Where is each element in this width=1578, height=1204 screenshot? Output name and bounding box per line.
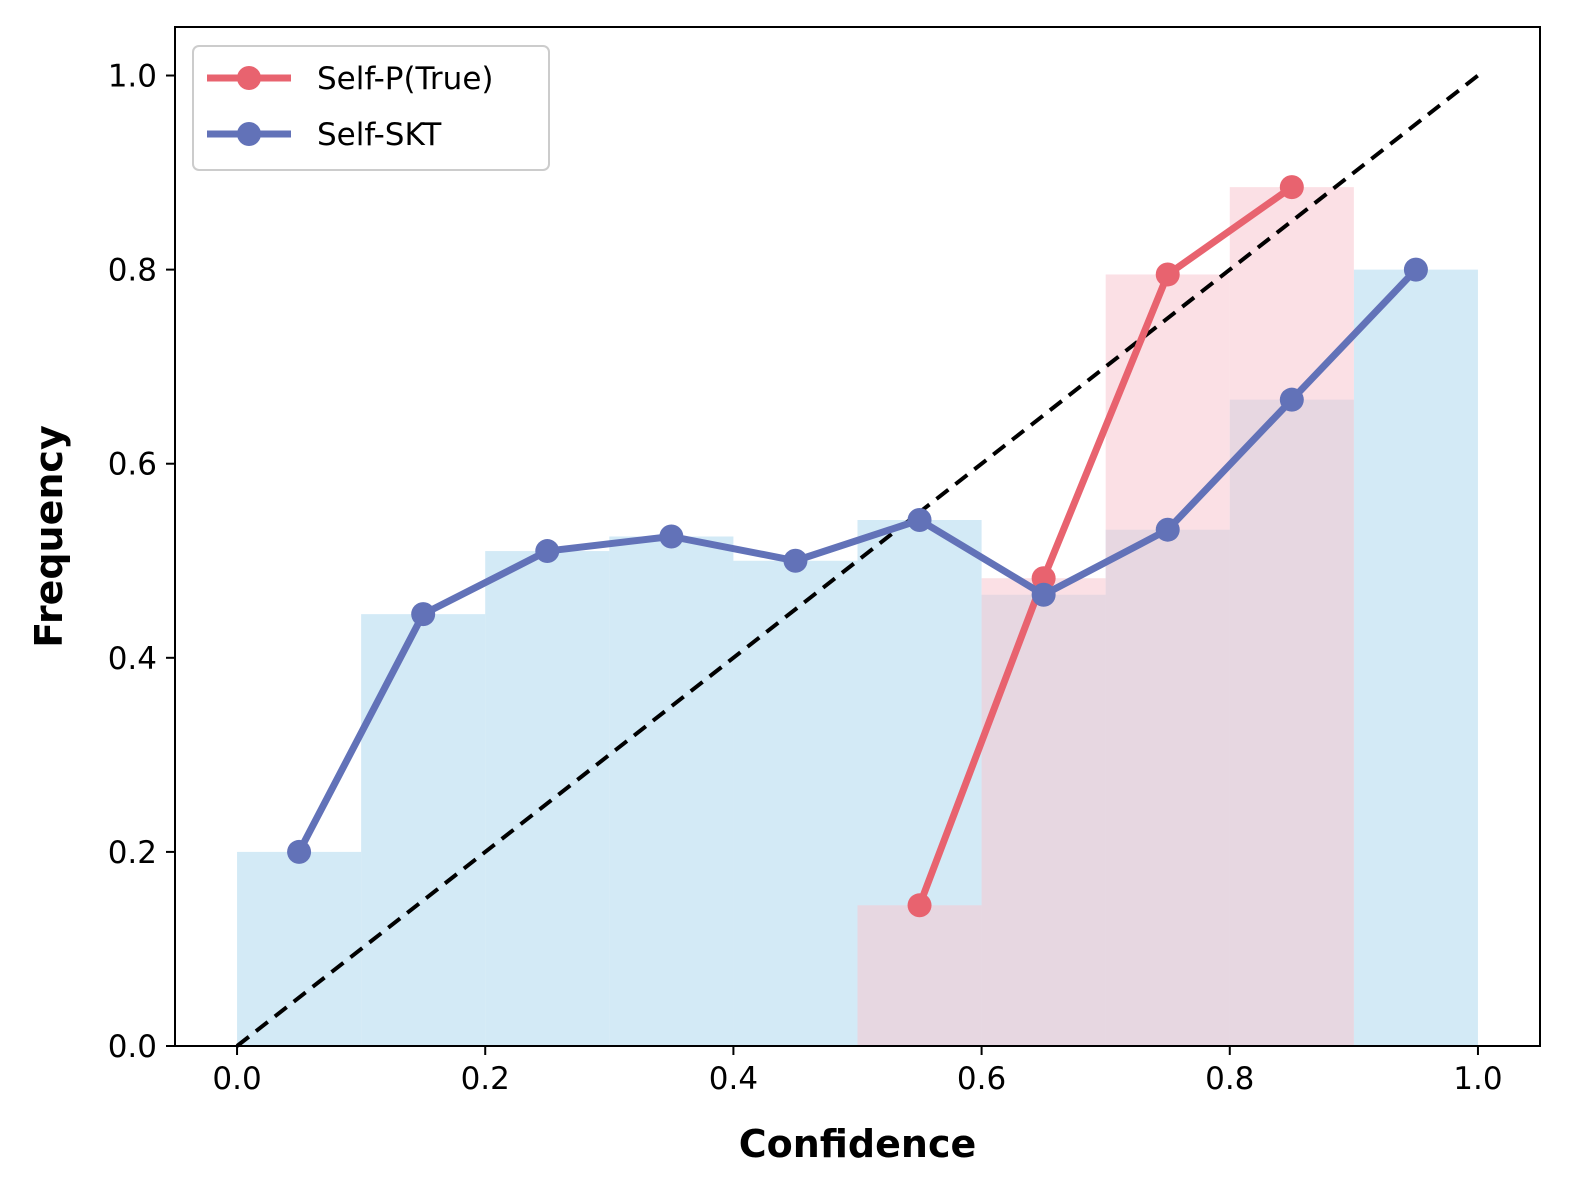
point-self-skt-3 xyxy=(659,524,684,549)
legend-label-self-p-true: Self-P(True) xyxy=(317,61,494,97)
x-tick-label: 0.8 xyxy=(1205,1061,1254,1097)
x-axis-label: Confidence xyxy=(739,1122,977,1166)
point-self-skt-9 xyxy=(1403,257,1428,282)
legend: Self-P(True) Self-SKT xyxy=(192,45,550,171)
point-self-skt-1 xyxy=(411,602,436,627)
point-self-skt-6 xyxy=(1031,582,1056,607)
point-self-p-true-5 xyxy=(907,893,932,918)
y-tick-label: 0.8 xyxy=(108,253,157,289)
y-tick-label: 1.0 xyxy=(108,59,157,95)
y-tick-label: 0.6 xyxy=(108,447,157,483)
x-tick-label: 0.2 xyxy=(461,1061,510,1097)
y-tick-label: 0.2 xyxy=(108,835,157,871)
bar-self-p-true-8 xyxy=(1229,187,1354,1047)
x-tick-label: 0.0 xyxy=(212,1061,261,1097)
legend-marker-self-p-true xyxy=(237,66,261,90)
y-axis-label: Frequency xyxy=(27,425,71,648)
x-tick-label: 1.0 xyxy=(1453,1061,1502,1097)
point-self-skt-2 xyxy=(535,539,560,564)
legend-marker-self-skt xyxy=(237,122,261,146)
bar-self-skt-9 xyxy=(1353,269,1478,1047)
y-tick-label: 0.4 xyxy=(108,641,157,677)
point-self-skt-7 xyxy=(1155,517,1180,542)
bar-self-p-true-5 xyxy=(857,905,982,1046)
y-axis-ticks: 0.0 0.2 0.4 0.6 0.8 1.0 xyxy=(108,59,175,1065)
bar-self-p-true-7 xyxy=(1105,274,1230,1046)
series-lines xyxy=(287,175,1428,918)
point-self-skt-8 xyxy=(1279,387,1304,412)
series-line-self-p-true xyxy=(916,184,1294,907)
bar-self-skt-1 xyxy=(361,614,486,1046)
bar-self-skt-0 xyxy=(237,851,362,1046)
point-self-p-true-6 xyxy=(1031,566,1056,591)
x-tick-label: 0.4 xyxy=(709,1061,758,1097)
point-self-skt-0 xyxy=(287,839,312,864)
point-self-p-true-8 xyxy=(1279,175,1304,200)
bar-self-skt-2 xyxy=(485,551,610,1046)
bar-self-skt-3 xyxy=(609,536,734,1046)
x-axis-ticks: 0.0 0.2 0.4 0.6 0.8 1.0 xyxy=(212,1046,1503,1097)
y-tick-label: 0.0 xyxy=(108,1029,157,1065)
bar-self-skt-4 xyxy=(733,560,858,1046)
point-self-skt-5 xyxy=(907,508,932,533)
point-self-p-true-7 xyxy=(1155,262,1180,287)
series-line-self-skt xyxy=(295,267,1419,854)
plot-area-frame xyxy=(174,26,1541,1047)
point-self-skt-4 xyxy=(783,548,808,573)
bar-self-p-true-6 xyxy=(981,578,1106,1046)
legend-label-self-skt: Self-SKT xyxy=(317,117,442,153)
histogram-bars xyxy=(237,187,1478,1047)
x-tick-label: 0.6 xyxy=(957,1061,1006,1097)
